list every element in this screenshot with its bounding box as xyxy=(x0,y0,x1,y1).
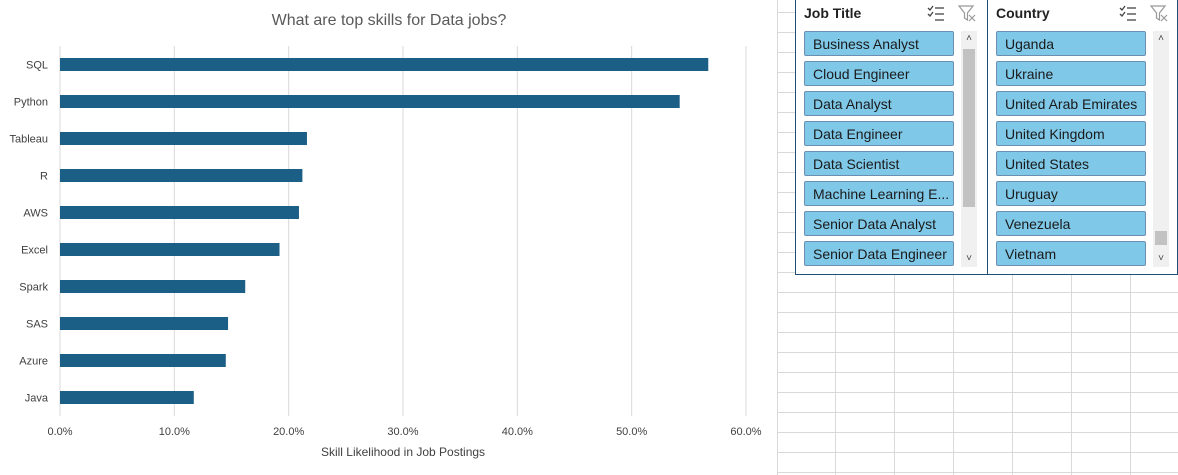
slicer-item[interactable]: Venezuela xyxy=(996,211,1146,236)
y-tick-label: Tableau xyxy=(9,134,48,146)
slicer-item[interactable]: United States xyxy=(996,151,1146,176)
y-tick-label: Java xyxy=(25,393,49,405)
bars xyxy=(60,58,709,404)
slicer-item[interactable]: Data Engineer xyxy=(804,121,954,146)
slicer-title: Job Title xyxy=(804,5,862,21)
x-tick-label: 0.0% xyxy=(47,426,72,438)
chevron-up-icon[interactable]: ˄ xyxy=(966,33,972,44)
slicer-title: Country xyxy=(996,5,1050,21)
slicer-item[interactable]: Cloud Engineer xyxy=(804,61,954,86)
bar[interactable] xyxy=(60,354,226,367)
slicer-item[interactable]: Vietnam xyxy=(996,241,1146,266)
y-tick-label: AWS xyxy=(23,208,48,220)
x-tick-label: 50.0% xyxy=(616,426,647,438)
slicer-job-title[interactable]: Job Title Business Analyst Cloud Enginee… xyxy=(795,0,988,275)
slicer-item[interactable]: Machine Learning E... xyxy=(804,181,954,206)
slicer-header: Country xyxy=(988,0,1177,26)
slicer-item[interactable]: United Arab Emirates xyxy=(996,91,1146,116)
x-tick-labels: 0.0% 10.0% 20.0% 30.0% 40.0% 50.0% 60.0% xyxy=(47,426,761,438)
slicer-item[interactable]: Data Analyst xyxy=(804,91,954,116)
clear-filter-icon[interactable] xyxy=(1149,3,1169,23)
bar-chart[interactable]: What are top skills for Data jobs? SQL Py… xyxy=(0,0,778,475)
slicer-item[interactable]: Ukraine xyxy=(996,61,1146,86)
x-tick-label: 30.0% xyxy=(387,426,418,438)
x-axis-title: Skill Likelihood in Job Postings xyxy=(321,445,485,459)
slicer-item[interactable]: Uganda xyxy=(996,31,1146,56)
bar[interactable] xyxy=(60,169,303,182)
bar[interactable] xyxy=(60,280,246,293)
bar[interactable] xyxy=(60,391,194,404)
slicer-item[interactable]: Senior Data Engineer xyxy=(804,241,954,266)
slicer-item[interactable]: Data Scientist xyxy=(804,151,954,176)
y-tick-label: Python xyxy=(14,97,48,109)
x-tick-label: 60.0% xyxy=(730,426,761,438)
chart-svg: What are top skills for Data jobs? SQL Py… xyxy=(9,12,761,459)
bar[interactable] xyxy=(60,206,299,219)
slicer-item-list: Uganda Ukraine United Arab Emirates Unit… xyxy=(996,31,1146,271)
y-tick-label: Azure xyxy=(19,356,48,368)
bar[interactable] xyxy=(60,132,307,145)
chevron-down-icon[interactable]: ˅ xyxy=(1158,253,1164,264)
slicer-item[interactable]: Senior Data Analyst xyxy=(804,211,954,236)
slicer-country[interactable]: Country Uganda Ukraine United Arab Emira… xyxy=(987,0,1178,275)
y-tick-label: R xyxy=(40,171,48,183)
scroll-thumb[interactable] xyxy=(963,49,975,207)
y-tick-label: SQL xyxy=(26,60,48,72)
clear-filter-icon[interactable] xyxy=(957,3,977,23)
chevron-up-icon[interactable]: ˄ xyxy=(1158,33,1164,44)
slicer-item-list: Business Analyst Cloud Engineer Data Ana… xyxy=(804,31,954,271)
bar[interactable] xyxy=(60,58,709,71)
slicer-header: Job Title xyxy=(796,0,987,26)
scrollbar[interactable]: ˄ ˅ xyxy=(1153,31,1169,267)
bar[interactable] xyxy=(60,95,680,108)
x-tick-label: 10.0% xyxy=(159,426,190,438)
slicer-item[interactable]: Business Analyst xyxy=(804,31,954,56)
x-tick-label: 20.0% xyxy=(273,426,304,438)
bar[interactable] xyxy=(60,243,280,256)
y-tick-label: SAS xyxy=(26,319,48,331)
x-tick-label: 40.0% xyxy=(502,426,533,438)
scroll-thumb[interactable] xyxy=(1155,231,1167,245)
chevron-down-icon[interactable]: ˅ xyxy=(966,253,972,264)
scrollbar[interactable]: ˄ ˅ xyxy=(961,31,977,267)
slicer-item[interactable]: United Kingdom xyxy=(996,121,1146,146)
bar[interactable] xyxy=(60,317,229,330)
multi-select-icon[interactable] xyxy=(1118,3,1138,23)
slicer-item[interactable]: Uruguay xyxy=(996,181,1146,206)
y-tick-label: Spark xyxy=(19,282,48,294)
multi-select-icon[interactable] xyxy=(926,3,946,23)
y-tick-label: Excel xyxy=(21,245,48,257)
chart-title: What are top skills for Data jobs? xyxy=(272,12,507,29)
y-tick-labels: SQL Python Tableau R AWS Excel Spark SAS Azure Ja… xyxy=(9,60,48,405)
